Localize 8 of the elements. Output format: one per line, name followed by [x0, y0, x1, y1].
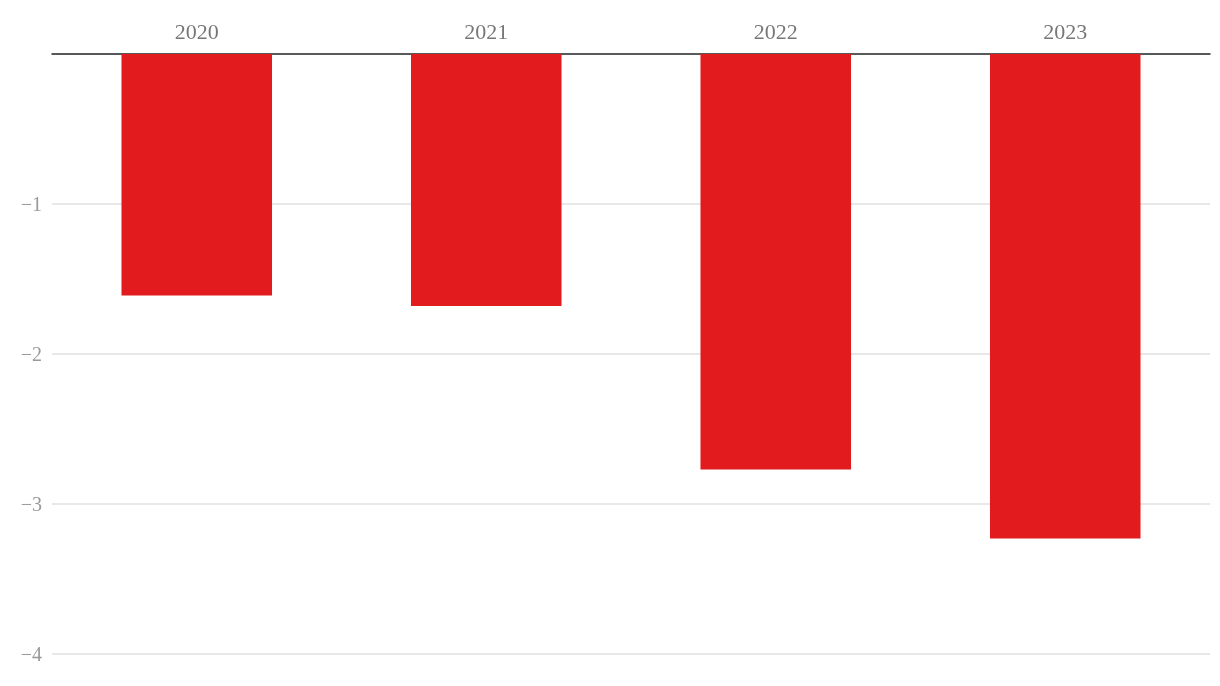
x-tick-label: 2023	[1043, 18, 1088, 44]
y-tick-label: −4	[20, 643, 42, 665]
y-tick-label: −3	[20, 493, 42, 515]
x-tick-label: 2021	[464, 18, 509, 44]
x-tick-label: 2022	[753, 18, 798, 44]
y-tick-label: −1	[20, 193, 42, 215]
x-tick-label: 2020	[174, 18, 219, 44]
y-tick-label: −2	[20, 343, 42, 365]
